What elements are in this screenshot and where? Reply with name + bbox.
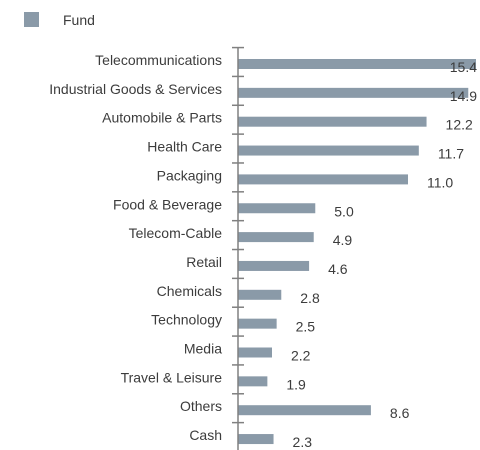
bar-packaging <box>238 174 408 185</box>
bar-chemicals <box>238 289 282 300</box>
category-label-industrial-goods-and-services: Industrial Goods & Services <box>49 81 222 97</box>
value-labels: 15.4 14.9 12.2 11.7 11.0 5.0 4.9 4.6 2.8 2.5 2.2 1.… <box>286 59 477 450</box>
category-label-automobile-and-parts: Automobile & Parts <box>102 110 222 126</box>
category-label-travel-and-leisure: Travel & Leisure <box>121 369 223 385</box>
category-label-telecom-cable: Telecom-Cable <box>129 225 223 241</box>
value-label-cash: 2.3 <box>293 434 313 450</box>
legend-swatch-fund <box>24 12 39 27</box>
category-label-food-and-beverage: Food & Beverage <box>113 196 222 212</box>
bar-industrial-goods-and-services <box>238 87 469 98</box>
category-label-others: Others <box>180 398 222 414</box>
category-label-cash: Cash <box>189 427 222 443</box>
value-label-packaging: 11.0 <box>427 174 453 190</box>
bar-automobile-and-parts <box>238 116 427 127</box>
value-label-telecommunications: 15.4 <box>450 59 477 75</box>
bar-others <box>238 405 371 416</box>
value-label-media: 2.2 <box>291 348 311 364</box>
value-label-automobile-and-parts: 12.2 <box>446 117 473 133</box>
category-label-health-care: Health Care <box>147 139 222 155</box>
bar-telecom-cable <box>238 232 314 243</box>
bar-telecommunications <box>238 59 476 69</box>
category-label-chemicals: Chemicals <box>157 283 222 299</box>
bar-cash <box>238 434 274 445</box>
category-label-retail: Retail <box>186 254 222 270</box>
category-label-packaging: Packaging <box>157 167 222 183</box>
bar-travel-and-leisure <box>238 376 268 387</box>
legend-label-fund: Fund <box>63 12 95 28</box>
value-label-telecom-cable: 4.9 <box>333 232 353 248</box>
value-label-health-care: 11.7 <box>438 146 464 162</box>
bars-group <box>238 59 476 445</box>
category-label-technology: Technology <box>151 312 222 328</box>
category-label-media: Media <box>184 341 222 357</box>
bar-food-and-beverage <box>238 203 316 214</box>
bar-technology <box>238 318 277 329</box>
value-label-industrial-goods-and-services: 14.9 <box>450 88 477 104</box>
y-axis <box>232 46 244 450</box>
category-label-telecommunications: Telecommunications <box>95 52 222 68</box>
legend: Fund <box>24 12 95 28</box>
value-label-food-and-beverage: 5.0 <box>334 203 354 219</box>
category-labels: Telecommunications Industrial Goods & Ser… <box>49 52 222 443</box>
value-label-retail: 4.6 <box>328 261 348 277</box>
bar-health-care <box>238 145 419 156</box>
value-label-others: 8.6 <box>390 405 410 421</box>
bar-media <box>238 347 272 358</box>
value-label-technology: 2.5 <box>296 319 316 335</box>
bar-retail <box>238 260 310 271</box>
value-label-chemicals: 2.8 <box>300 290 320 306</box>
value-label-travel-and-leisure: 1.9 <box>286 376 306 392</box>
